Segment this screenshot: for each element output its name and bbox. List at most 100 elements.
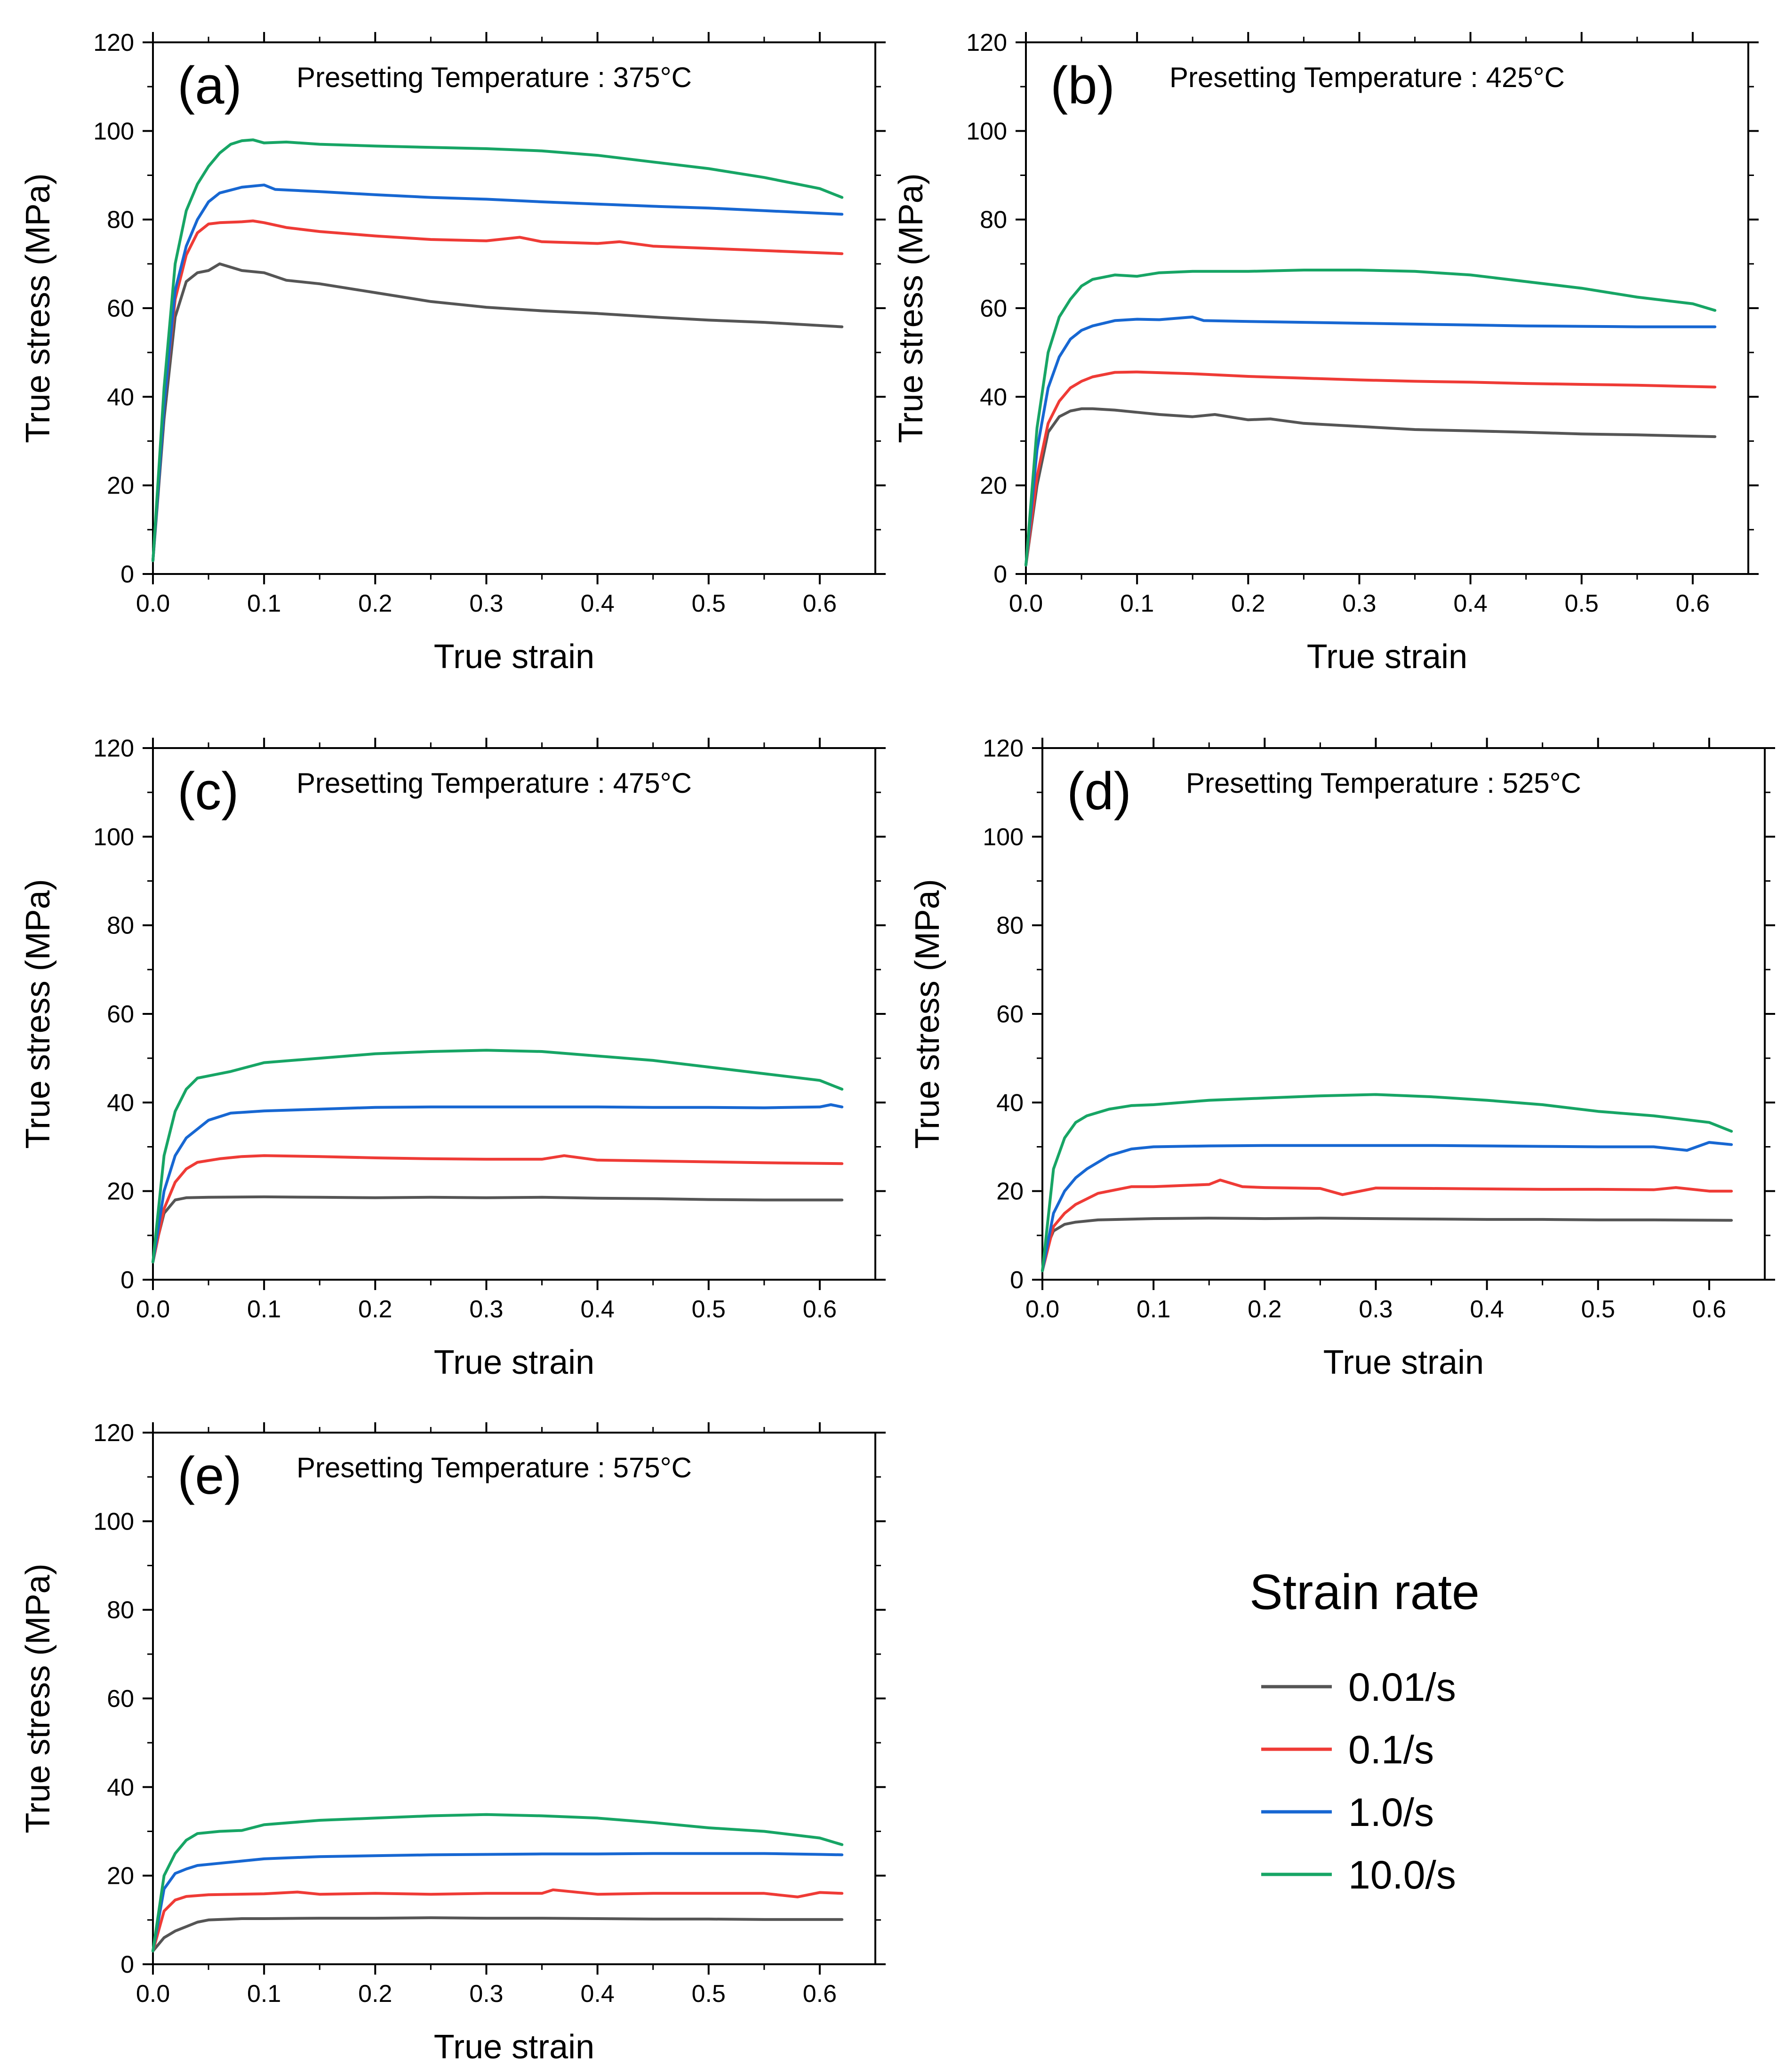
x-tick-label: 0.6 <box>803 1296 837 1323</box>
series-line-100s <box>152 1813 844 1952</box>
y-tick-label: 0 <box>120 561 134 588</box>
panel-letter: (b) <box>1050 56 1115 115</box>
y-tick-label: 120 <box>93 29 134 56</box>
series-line-10s <box>152 183 844 562</box>
x-axis-label: True strain <box>434 1344 594 1381</box>
panel-title: Presetting Temperature : 375°C <box>296 62 692 93</box>
panel-letter: (a) <box>177 56 242 115</box>
series-line-10s <box>152 1852 844 1952</box>
panel-letter: (d) <box>1067 762 1131 821</box>
y-tick-label: 20 <box>107 472 134 500</box>
x-tick-label: 0.3 <box>1359 1296 1393 1323</box>
chart-panel: 0 20 40 60 80 100 120 0.0 0.1 0.2 0.3 0.4 0.5 0.6 True… <box>19 29 886 676</box>
x-tick-label: 0.4 <box>1470 1296 1504 1323</box>
x-tick-label: 0.0 <box>1025 1296 1059 1323</box>
chart-panel: 0 20 40 60 80 100 120 0.0 0.1 0.2 0.3 0.4 0.5 0.6 True… <box>909 735 1775 1381</box>
y-tick-label: 60 <box>107 1685 134 1713</box>
plot-frame <box>1025 41 1749 575</box>
x-tick-label: 0.0 <box>136 1980 170 2008</box>
y-tick-label: 100 <box>966 118 1007 145</box>
y-tick-label: 20 <box>107 1178 134 1205</box>
x-tick-label: 0.0 <box>136 1296 170 1323</box>
x-axis-label: True strain <box>434 2028 594 2066</box>
x-tick-label: 0.2 <box>358 590 392 617</box>
series-line-01s <box>1025 370 1717 567</box>
x-axis-label: True strain <box>1307 638 1467 676</box>
series-line-001s <box>152 262 844 562</box>
x-tick-label: 0.5 <box>1581 1296 1615 1323</box>
chart-panel: 0 20 40 60 80 100 120 0.0 0.1 0.2 0.3 0.4 0.5 0.6 True… <box>19 735 886 1381</box>
y-tick-label: 60 <box>996 1001 1024 1028</box>
series-line-10s <box>152 1103 844 1264</box>
y-tick-label: 0 <box>993 561 1007 588</box>
y-tick-label: 40 <box>107 1089 134 1116</box>
y-axis-label: True stress (MPa) <box>19 879 57 1148</box>
x-axis-label: True strain <box>434 638 594 676</box>
series-line-100s <box>1025 269 1717 567</box>
legend-label: 10.0/s <box>1348 1853 1456 1897</box>
y-tick-label: 80 <box>107 912 134 940</box>
y-tick-label: 100 <box>93 118 134 145</box>
y-tick-label: 40 <box>980 383 1007 411</box>
y-tick-label: 80 <box>996 912 1024 940</box>
x-tick-label: 0.1 <box>1137 1296 1170 1323</box>
y-tick-label: 100 <box>93 823 134 851</box>
series-line-001s <box>1025 407 1717 567</box>
y-tick-label: 60 <box>107 1001 134 1028</box>
x-tick-label: 0.0 <box>136 590 170 617</box>
x-tick-label: 0.1 <box>247 590 281 617</box>
y-tick-label: 120 <box>983 735 1024 762</box>
x-tick-label: 0.4 <box>580 1296 614 1323</box>
panel-title: Presetting Temperature : 525°C <box>1186 767 1581 799</box>
series-line-100s <box>152 1049 844 1264</box>
y-axis-label: True stress (MPa) <box>909 879 946 1148</box>
y-axis-label: True stress (MPa) <box>19 1563 57 1833</box>
y-tick-label: 120 <box>93 735 134 762</box>
x-tick-label: 0.6 <box>803 1980 837 2008</box>
x-tick-label: 0.5 <box>1565 590 1599 617</box>
x-tick-label: 0.6 <box>803 590 837 617</box>
y-tick-label: 100 <box>93 1508 134 1535</box>
x-tick-label: 0.2 <box>1248 1296 1281 1323</box>
y-tick-label: 20 <box>996 1178 1024 1205</box>
legend-label: 0.1/s <box>1348 1728 1434 1772</box>
x-tick-label: 0.6 <box>1676 590 1710 617</box>
plot-frame <box>1041 747 1766 1281</box>
series-line-001s <box>152 1195 844 1264</box>
x-tick-label: 0.5 <box>692 1296 726 1323</box>
legend-title: Strain rate <box>1249 1564 1480 1620</box>
y-tick-label: 0 <box>1010 1267 1024 1294</box>
y-tick-label: 100 <box>983 823 1024 851</box>
legend-label: 1.0/s <box>1348 1790 1434 1834</box>
y-tick-label: 60 <box>107 295 134 322</box>
y-tick-label: 60 <box>980 295 1007 322</box>
series-line-100s <box>152 138 844 562</box>
x-tick-label: 0.3 <box>1342 590 1376 617</box>
x-tick-label: 0.5 <box>692 1980 726 2008</box>
series-line-10s <box>1041 1141 1733 1273</box>
x-tick-label: 0.0 <box>1009 590 1043 617</box>
plot-frame <box>152 1432 876 1965</box>
x-tick-label: 0.3 <box>469 590 503 617</box>
panel-letter: (c) <box>177 762 239 821</box>
y-tick-label: 80 <box>107 207 134 234</box>
y-tick-label: 20 <box>107 1863 134 1890</box>
panel-title: Presetting Temperature : 475°C <box>296 767 692 799</box>
y-tick-label: 20 <box>980 472 1007 500</box>
series-line-01s <box>152 1154 844 1264</box>
chart-panel: 0 20 40 60 80 100 120 0.0 0.1 0.2 0.3 0.4 0.5 0.6 True… <box>19 1419 886 2066</box>
y-tick-label: 80 <box>980 207 1007 234</box>
x-tick-label: 0.2 <box>1231 590 1265 617</box>
y-tick-label: 120 <box>93 1419 134 1447</box>
chart-panel: 0 20 40 60 80 100 120 0.0 0.1 0.2 0.3 0.4 0.5 0.6 True… <box>892 29 1759 676</box>
series-line-01s <box>152 1888 844 1952</box>
y-tick-label: 40 <box>107 1774 134 1801</box>
legend-label: 0.01/s <box>1348 1665 1456 1709</box>
x-tick-label: 0.4 <box>1453 590 1487 617</box>
series-line-01s <box>152 219 844 562</box>
x-tick-label: 0.1 <box>247 1980 281 2008</box>
series-line-001s <box>152 1916 844 1952</box>
x-axis-label: True strain <box>1323 1344 1484 1381</box>
panel-title: Presetting Temperature : 575°C <box>296 1452 692 1483</box>
